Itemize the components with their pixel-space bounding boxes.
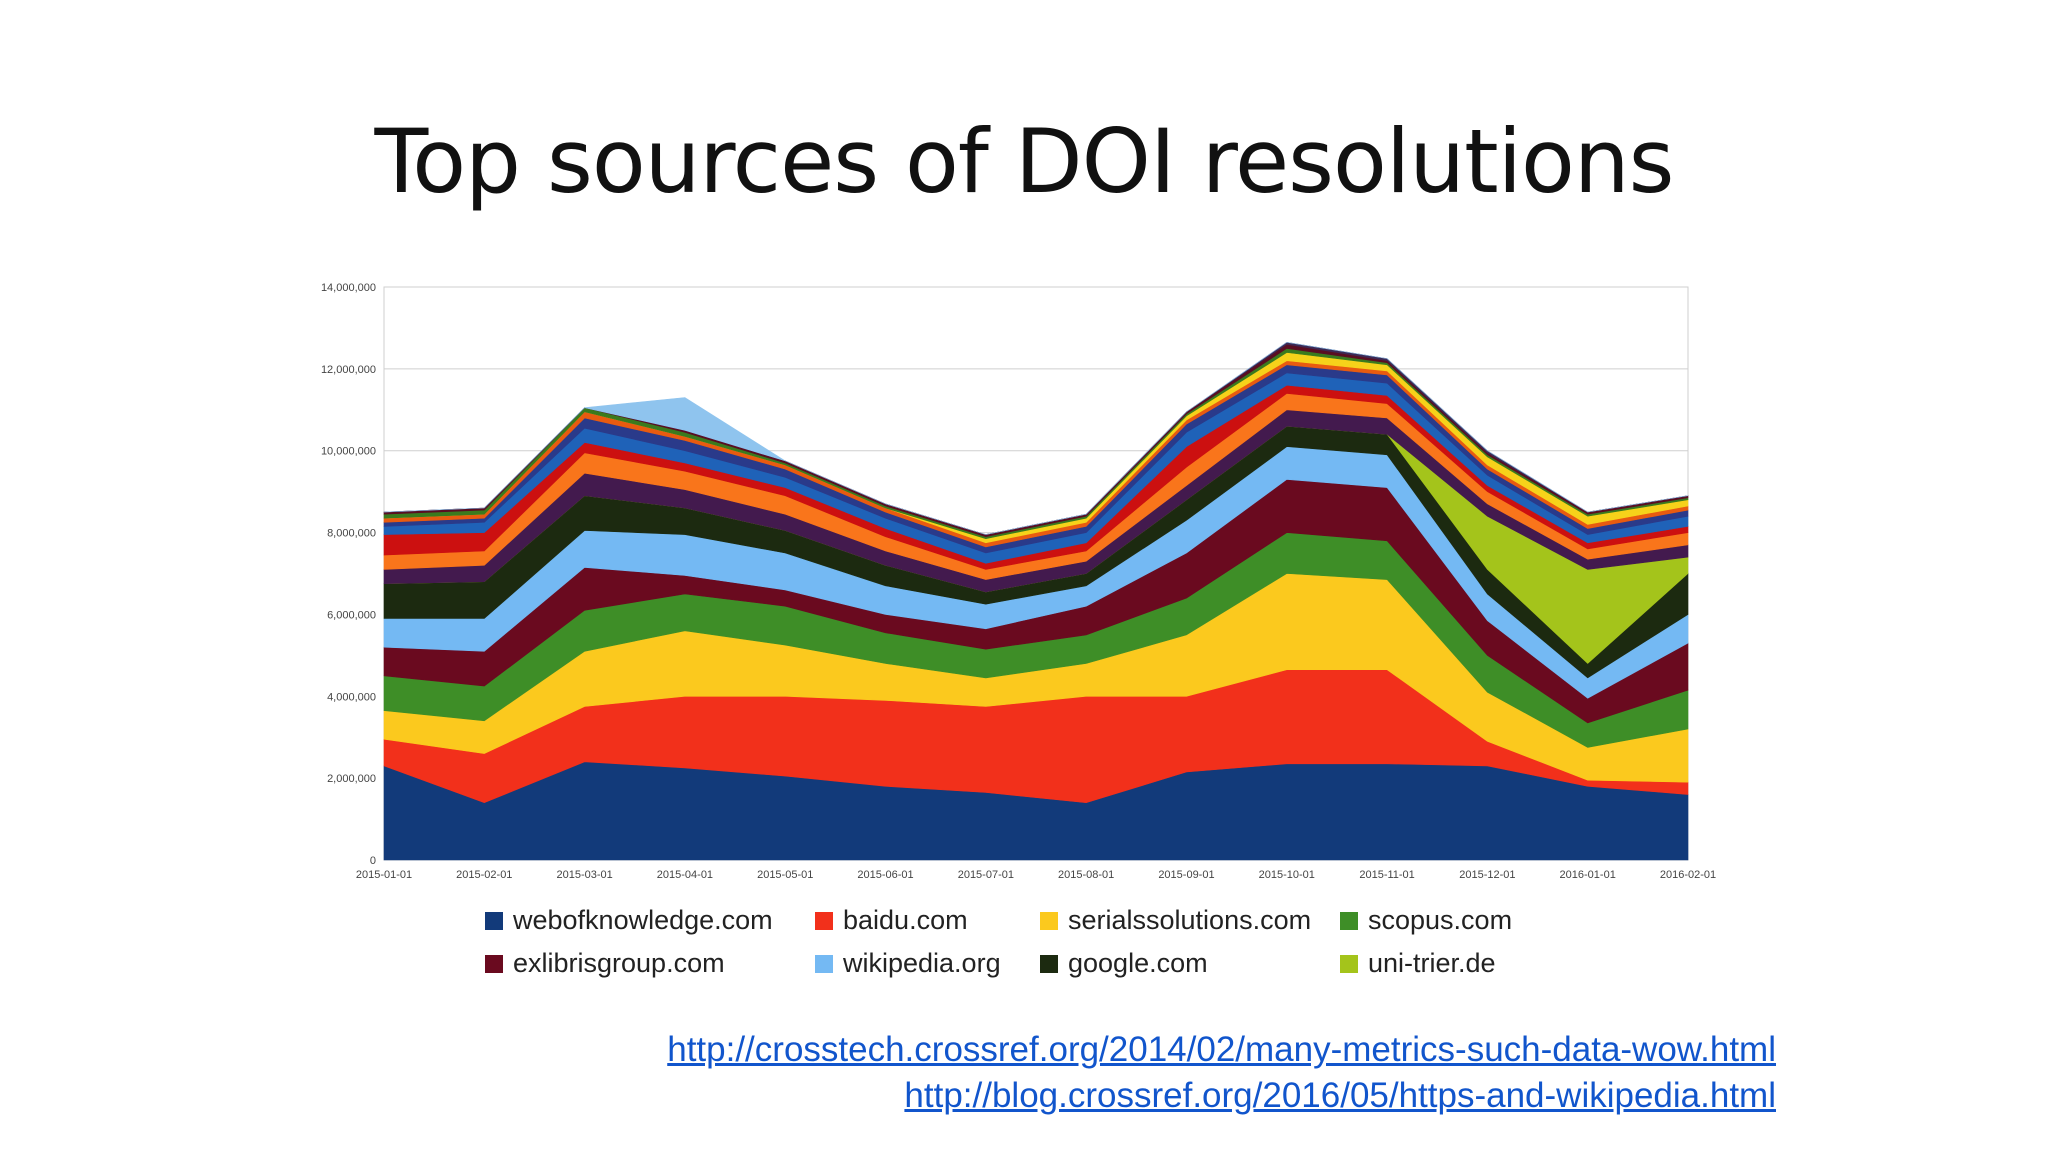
x-tick-label: 2015-04-01 <box>657 869 713 881</box>
y-tick-label: 12,000,000 <box>321 364 376 376</box>
legend-item: wikipedia.org <box>815 948 1040 979</box>
legend-label: uni-trier.de <box>1368 948 1496 978</box>
legend-swatch <box>1040 954 1058 973</box>
legend-swatch <box>815 954 833 973</box>
legend-label: scopus.com <box>1368 905 1513 935</box>
legend-item: webofknowledge.com <box>485 905 815 936</box>
reference-link-blog[interactable]: http://blog.crossref.org/2016/05/https-a… <box>904 1076 1776 1115</box>
x-tick-label: 2015-12-01 <box>1459 869 1515 881</box>
legend-label: exlibrisgroup.com <box>513 948 725 978</box>
legend-label: baidu.com <box>843 905 968 935</box>
x-tick-label: 2015-07-01 <box>958 869 1014 881</box>
axes: 0 2,000,000 4,000,000 6,000,000 8,000,000 10,… <box>321 282 1716 881</box>
legend-label: google.com <box>1068 948 1208 978</box>
x-tick-label: 2015-02-01 <box>456 869 512 881</box>
x-tick-label: 2015-05-01 <box>757 869 813 881</box>
chart-legend: webofknowledge.com baidu.com serialssoluti… <box>485 905 1555 979</box>
legend-label: serialssolutions.com <box>1068 905 1312 935</box>
legend-item: serialssolutions.com <box>1040 905 1340 936</box>
x-tick-label: 2016-02-01 <box>1660 869 1716 881</box>
slide-title: Top sources of DOI resolutions <box>374 110 1675 213</box>
legend-swatch <box>1340 954 1358 973</box>
x-tick-label: 2016-01-01 <box>1560 869 1616 881</box>
y-tick-label: 6,000,000 <box>327 609 376 621</box>
x-tick-label: 2015-01-01 <box>356 869 412 881</box>
legend-label: webofknowledge.com <box>513 905 773 935</box>
x-tick-label: 2015-03-01 <box>556 869 612 881</box>
legend-label: wikipedia.org <box>843 948 1001 978</box>
legend-item: scopus.com <box>1340 905 1555 936</box>
legend-item: google.com <box>1040 948 1340 979</box>
reference-links: http://crosstech.crossref.org/2014/02/ma… <box>667 1027 1776 1119</box>
x-tick-label: 2015-10-01 <box>1259 869 1315 881</box>
x-tick-label: 2015-11-01 <box>1359 869 1414 881</box>
legend-swatch <box>485 911 503 930</box>
y-tick-label: 10,000,000 <box>321 446 376 458</box>
area-unlabeled-series-18 <box>383 341 1689 535</box>
legend-swatch <box>1040 911 1058 930</box>
x-tick-label: 2015-06-01 <box>857 869 913 881</box>
x-tick-label: 2015-09-01 <box>1158 869 1214 881</box>
area-series <box>383 341 1689 861</box>
y-tick-label: 4,000,000 <box>327 691 376 703</box>
legend-swatch <box>1340 911 1358 930</box>
y-tick-label: 0 <box>370 855 376 867</box>
legend-item: baidu.com <box>815 905 1040 936</box>
x-tick-label: 2015-08-01 <box>1058 869 1114 881</box>
y-tick-label: 14,000,000 <box>321 282 376 294</box>
legend-item: exlibrisgroup.com <box>485 948 815 979</box>
reference-link-crosstech[interactable]: http://crosstech.crossref.org/2014/02/ma… <box>667 1030 1776 1069</box>
y-tick-label: 8,000,000 <box>327 528 376 540</box>
y-tick-label: 2,000,000 <box>327 773 376 785</box>
legend-swatch <box>815 911 833 930</box>
legend-swatch <box>485 954 503 973</box>
legend-item: uni-trier.de <box>1340 948 1555 979</box>
